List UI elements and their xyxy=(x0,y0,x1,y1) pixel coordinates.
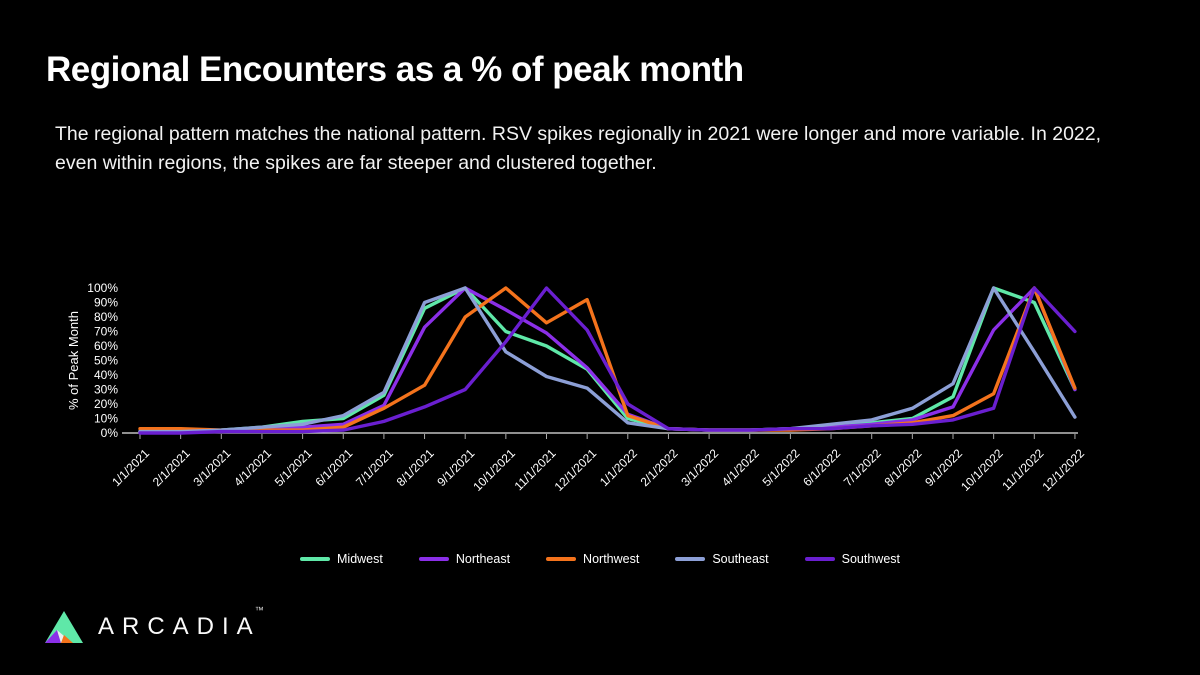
legend-item-northwest: Northwest xyxy=(546,552,639,566)
series-line-northwest xyxy=(138,286,1077,432)
x-axis-tick-label: 2/1/2021 xyxy=(150,446,193,489)
x-axis-tick-label: 11/1/2021 xyxy=(512,446,559,493)
x-axis-tick-label: 10/1/2021 xyxy=(470,446,518,494)
legend-label: Northeast xyxy=(455,552,511,566)
legend-item-northeast: Northeast xyxy=(418,552,511,566)
legend-swatch-northeast xyxy=(418,557,449,561)
series-line-southwest xyxy=(138,286,1077,435)
line-chart: 0%10%20%30%40%50%60%70%80%90%100% % of Pe… xyxy=(66,281,1087,494)
y-axis-tick-label: 80% xyxy=(94,310,118,324)
series-line-southeast xyxy=(138,286,1077,434)
y-axis-tick-label: 100% xyxy=(87,281,118,295)
x-axis-tick-label: 1/1/2022 xyxy=(597,446,640,489)
x-axis-tick-label: 2/1/2022 xyxy=(638,446,681,489)
y-axis-title: % of Peak Month xyxy=(66,311,81,410)
x-axis-tick-label: 7/1/2021 xyxy=(353,446,396,489)
legend-label: Southwest xyxy=(841,552,900,566)
x-axis-tick-label: 6/1/2021 xyxy=(312,446,355,489)
x-axis-tick-label: 3/1/2021 xyxy=(190,446,233,489)
arcadia-logo-icon xyxy=(45,611,83,643)
series-line-northeast xyxy=(138,286,1077,434)
legend-item-midwest: Midwest xyxy=(300,552,383,566)
x-axis-tick-label: 8/1/2022 xyxy=(882,446,925,489)
arcadia-logo: ARCADIA™ xyxy=(44,605,270,644)
legend-label: Midwest xyxy=(337,552,383,566)
page-title: Regional Encounters as a % of peak month xyxy=(46,50,744,89)
y-axis-tick-label: 90% xyxy=(94,296,118,310)
x-axis-tick-label: 5/1/2022 xyxy=(760,446,803,489)
x-axis-tick-label: 1/1/2021 xyxy=(109,446,152,489)
chart-legend: Midwest Northeast Northwest Southeast Southw… xyxy=(0,552,1200,566)
x-axis-tick-label: 4/1/2021 xyxy=(231,446,274,489)
y-axis-tick-label: 20% xyxy=(94,397,118,411)
y-axis-tick-label: 40% xyxy=(94,368,118,382)
legend-swatch-southwest xyxy=(804,557,835,561)
y-axis-tick-label: 60% xyxy=(94,339,118,353)
arcadia-wordmark: ARCADIA xyxy=(98,613,261,640)
x-axis-tick-label: 12/1/2022 xyxy=(1039,446,1087,494)
y-axis-tick-label: 0% xyxy=(101,426,119,440)
legend-swatch-midwest xyxy=(300,557,330,561)
legend-label: Northwest xyxy=(583,552,640,566)
legend-item-southeast: Southeast xyxy=(675,552,769,566)
legend-item-southwest: Southwest xyxy=(804,552,900,566)
x-axis-tick-label: 3/1/2022 xyxy=(678,446,721,489)
x-axis-tick-label: 6/1/2022 xyxy=(800,446,843,489)
series-line-midwest xyxy=(138,286,1077,434)
y-axis-tick-label: 70% xyxy=(94,325,118,339)
x-axis-tick-label: 11/1/2022 xyxy=(999,446,1046,493)
x-axis-tick-label: 8/1/2021 xyxy=(394,446,437,489)
x-axis-tick-label: 10/1/2022 xyxy=(958,446,1006,494)
subtitle-text: The regional pattern matches the nationa… xyxy=(55,123,1102,175)
x-axis-tick-label: 7/1/2022 xyxy=(841,446,884,489)
legend-label: Southeast xyxy=(712,552,769,566)
chart-area: 0% 10% 20% 30% 40% 50% 60% 70% 80% 90% 100% % of Pe… xyxy=(0,255,1200,545)
legend-swatch-southeast xyxy=(675,557,706,561)
y-axis-tick-label: 10% xyxy=(94,412,118,426)
y-axis-tick-label: 50% xyxy=(94,354,118,368)
legend-swatch-northwest xyxy=(546,557,577,561)
x-axis-tick-label: 5/1/2021 xyxy=(272,446,315,489)
x-axis-tick-label: 4/1/2022 xyxy=(719,446,762,489)
y-axis-tick-label: 30% xyxy=(94,383,118,397)
trademark-symbol: ™ xyxy=(254,605,264,615)
x-axis-tick-label: 12/1/2021 xyxy=(552,446,600,494)
